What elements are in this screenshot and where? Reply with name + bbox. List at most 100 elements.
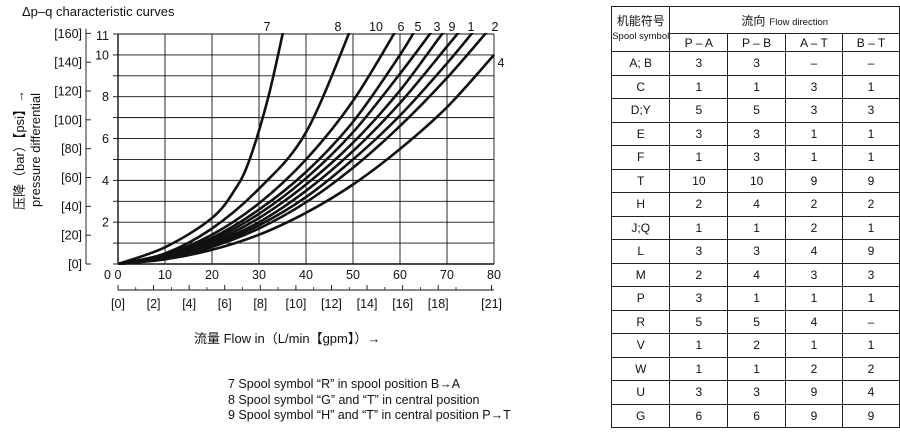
curve-number-cell: 3: [727, 145, 787, 170]
curve-number-cell: 5: [727, 98, 787, 123]
curve-number-cell: 1: [841, 215, 900, 240]
curve-number-cell: 1: [841, 74, 900, 99]
psi-tick-label: [0]: [68, 258, 82, 272]
curve-9: [118, 33, 460, 265]
curve-number-cell: 3: [727, 121, 787, 146]
y-tick-label: 11: [96, 29, 109, 43]
curve-number-cell: 10: [727, 168, 787, 193]
curve-number-cell: 2: [785, 192, 843, 217]
curve-number-cell: 5: [669, 98, 729, 123]
spool-symbol-header: 机能符号 Spool symbol: [610, 6, 671, 52]
curve-label: 5: [415, 20, 422, 34]
x-tick-label: 0: [115, 268, 122, 282]
chart-curves: [118, 33, 495, 265]
curve-number-cell: 1: [785, 333, 843, 358]
gpm-tick-label: [21]: [481, 297, 502, 311]
table-row: T 10 10 9 9: [610, 168, 900, 193]
x-tick-label: 20: [205, 268, 219, 282]
spool-symbol-cell: W: [610, 356, 671, 381]
curve-label: 4: [498, 56, 505, 70]
curve-number-cell: 6: [669, 403, 729, 428]
spool-symbol-cell: T: [610, 168, 671, 193]
psi-tick-label: [80]: [61, 142, 82, 156]
x-tick-label: 80: [487, 268, 501, 282]
x-tick-label: 40: [299, 268, 313, 282]
x-tick-label: 50: [346, 268, 360, 282]
curve-number-cell: 1: [669, 356, 729, 381]
curve-number-cell: 2: [669, 262, 729, 287]
curve-number-cell: 3: [669, 286, 729, 311]
origin-label: 0: [104, 268, 111, 282]
spool-symbol-cell: F: [610, 145, 671, 170]
spool-symbol-cell: L: [610, 239, 671, 264]
spool-symbol-cell: J;Q: [610, 215, 671, 240]
curve-number-cell: 9: [785, 168, 843, 193]
spool-symbol-cell: R: [610, 309, 671, 334]
spool-symbol-cell: V: [610, 333, 671, 358]
gpm-tick-label: [12]: [321, 297, 342, 311]
curve-number-cell: 3: [669, 239, 729, 264]
y-tick-label: 6: [102, 132, 109, 146]
y-tick-label: 8: [102, 90, 109, 104]
psi-tick-label: [40]: [61, 200, 82, 214]
note-spool-g: 8 Spool symbol “G” and “T” in central po…: [228, 392, 480, 407]
spool-symbol-cell: U: [610, 380, 671, 405]
table-row: R 5 5 4–: [610, 309, 900, 334]
curve-number-cell: 3: [841, 98, 900, 123]
y-tick-label: 2: [102, 216, 109, 230]
x-axis-label: 流量 Flow in（L/min【gpm】）→: [194, 331, 380, 346]
curve-label: 1: [468, 20, 475, 34]
curve-number-cell: 6: [727, 403, 787, 428]
curve-number-cell: 4: [727, 192, 787, 217]
x-tick-label: 30: [252, 268, 266, 282]
curve-label: 10: [369, 20, 383, 34]
curve-label: 7: [264, 20, 271, 34]
curve-number-cell: 3: [727, 239, 787, 264]
curve-4: [118, 54, 495, 265]
psi-tick-label: [100]: [54, 113, 82, 127]
curve-number-cell: 1: [727, 74, 787, 99]
curve-number-cell: –: [841, 51, 900, 76]
spool-symbol-cell: E: [610, 121, 671, 146]
characteristic-chart: Δp–q characteristic curves 0 10 20 30 40 50 60…: [12, 4, 505, 346]
gpm-tick-label: [2]: [147, 297, 161, 311]
table-row: J;Q 1 1 2 1: [610, 215, 900, 240]
curve-number-cell: 1: [785, 145, 843, 170]
curve-number-cell: 5: [669, 309, 729, 334]
gpm-tick-label: [18]: [428, 297, 449, 311]
curve-number-cell: 4: [727, 262, 787, 287]
spool-symbol-cell: H: [610, 192, 671, 217]
gpm-tick-label: [16]: [392, 297, 413, 311]
gpm-tick-label: [10]: [285, 297, 306, 311]
table-row: D;Y 5 5 3 3: [610, 98, 900, 123]
column-header: A – T: [785, 33, 843, 52]
curve-number-cell: 2: [727, 333, 787, 358]
gpm-tick-label: [4]: [182, 297, 196, 311]
curve-number-cell: 1: [669, 145, 729, 170]
curve-label: 3: [434, 20, 441, 34]
curve-number-cell: 3: [785, 262, 843, 287]
y-tick-label: 10: [95, 48, 109, 62]
curve-number-cell: 3: [727, 51, 787, 76]
curve-number-cell: 1: [785, 121, 843, 146]
curve-number-cell: 3: [785, 98, 843, 123]
curve-number-cell: 2: [841, 192, 900, 217]
curve-number-cell: –: [841, 309, 900, 334]
spool-symbol-cell: P: [610, 286, 671, 311]
x-tick-label: 70: [440, 268, 454, 282]
curve-number-cell: 3: [841, 262, 900, 287]
curve-number-cell: 9: [841, 168, 900, 193]
curve-number-cell: 9: [841, 239, 900, 264]
curve-number-cell: 3: [669, 380, 729, 405]
psi-tick-label: [20]: [61, 229, 82, 243]
flow-direction-header: 流向 Flow direction: [669, 6, 900, 34]
table-row: A; B 3 3– –: [610, 51, 900, 76]
chart-title: Δp–q characteristic curves: [22, 4, 175, 19]
